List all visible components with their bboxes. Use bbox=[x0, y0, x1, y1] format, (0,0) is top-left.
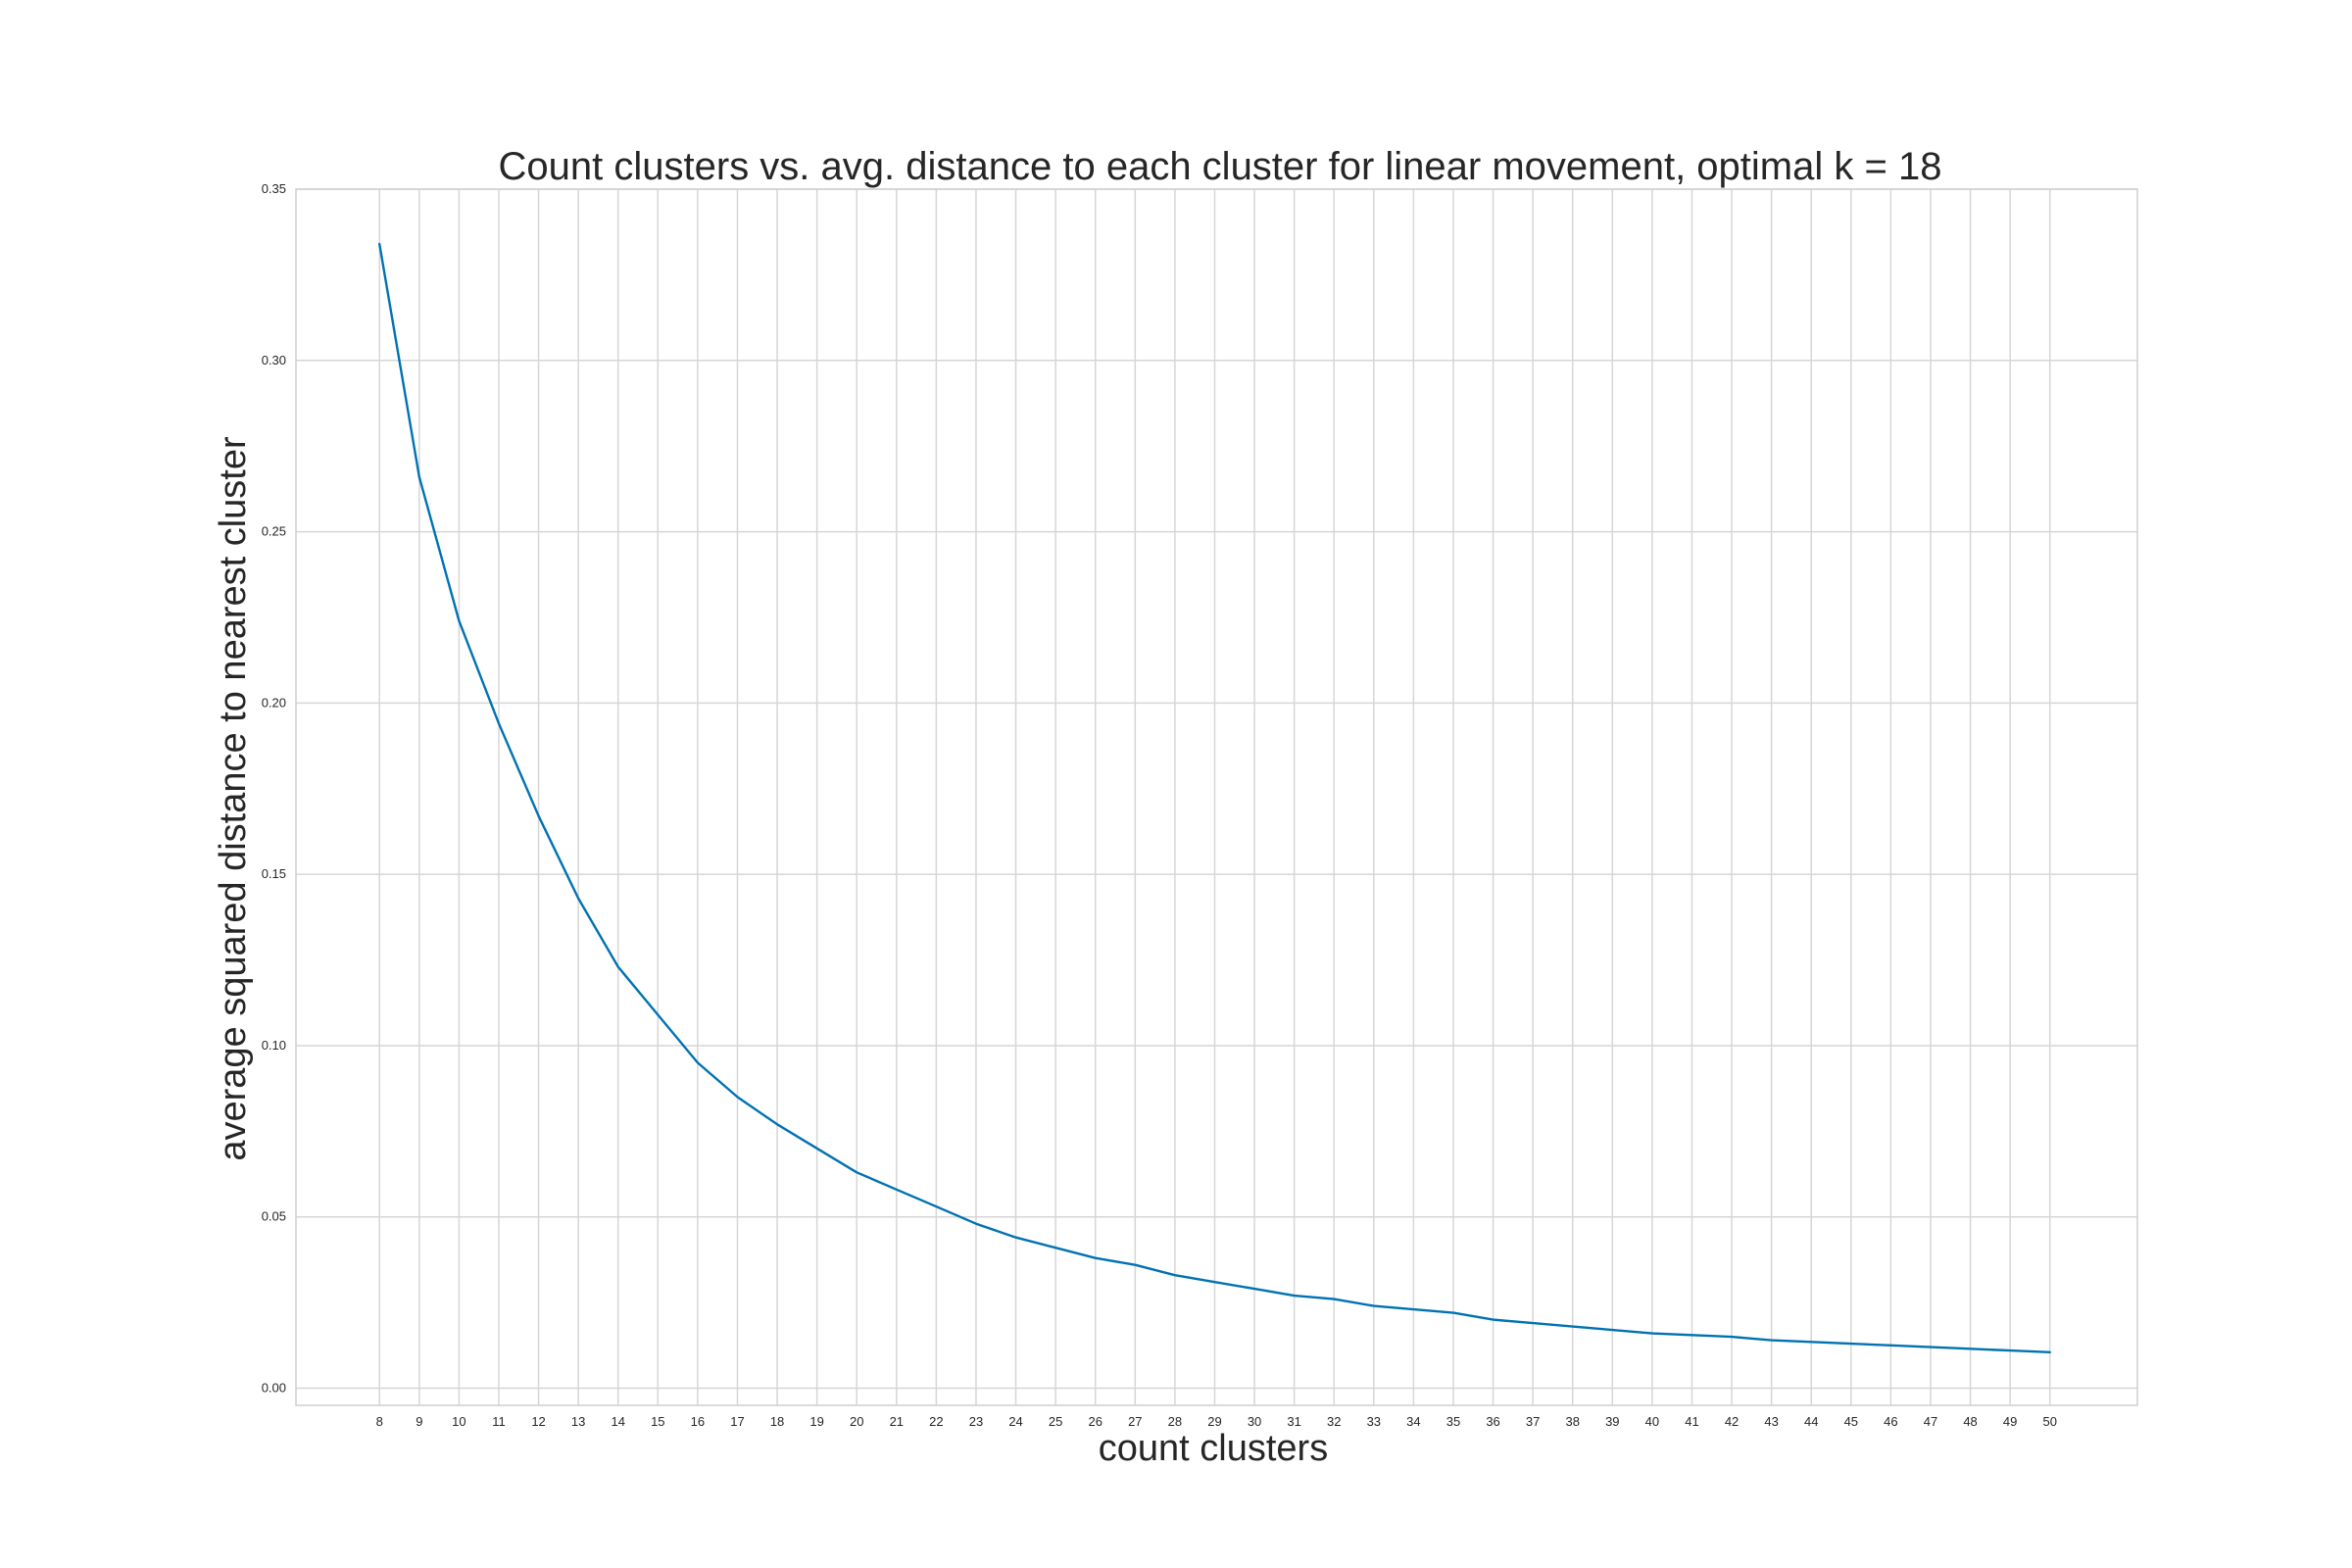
series-layer bbox=[378, 242, 2051, 1354]
x-tick-label: 12 bbox=[531, 1414, 545, 1429]
x-tick-label: 11 bbox=[492, 1414, 506, 1429]
y-tick-label: 0.35 bbox=[262, 181, 286, 196]
y-tick-label: 0.30 bbox=[262, 353, 286, 368]
x-tick-label: 45 bbox=[1844, 1414, 1858, 1429]
x-tick-label: 17 bbox=[730, 1414, 744, 1429]
x-tick-label: 29 bbox=[1207, 1414, 1221, 1429]
x-tick-label: 43 bbox=[1764, 1414, 1778, 1429]
chart-title: Count clusters vs. avg. distance to each… bbox=[499, 145, 1942, 188]
x-tick-label: 41 bbox=[1685, 1414, 1698, 1429]
x-tick-label: 48 bbox=[1963, 1414, 1977, 1429]
y-tick-label: 0.05 bbox=[262, 1209, 286, 1224]
x-tick-labels: 8 9 10 11 12 13 14 15 16 17 18 19 20 21 22 23 24 25 26 27 28… bbox=[376, 1414, 2057, 1429]
x-tick-label: 38 bbox=[1565, 1414, 1579, 1429]
x-tick-label: 28 bbox=[1168, 1414, 1182, 1429]
x-tick-label: 30 bbox=[1248, 1414, 1261, 1429]
x-tick-label: 26 bbox=[1088, 1414, 1102, 1429]
x-tick-label: 47 bbox=[1924, 1414, 1937, 1429]
x-tick-label: 37 bbox=[1526, 1414, 1540, 1429]
y-tick-label: 0.25 bbox=[262, 524, 286, 539]
x-tick-label: 33 bbox=[1367, 1414, 1381, 1429]
x-tick-label: 21 bbox=[890, 1414, 904, 1429]
x-tick-label: 10 bbox=[452, 1414, 466, 1429]
x-tick-label: 15 bbox=[651, 1414, 664, 1429]
y-tick-label: 0.15 bbox=[262, 866, 286, 881]
x-tick-label: 49 bbox=[2003, 1414, 2017, 1429]
x-tick-label: 50 bbox=[2042, 1414, 2056, 1429]
plot-frame bbox=[295, 188, 2138, 1406]
y-tick-label: 0.00 bbox=[262, 1381, 286, 1396]
x-tick-label: 24 bbox=[1008, 1414, 1022, 1429]
x-tick-label: 20 bbox=[850, 1414, 863, 1429]
x-tick-label: 8 bbox=[376, 1414, 383, 1429]
x-tick-label: 18 bbox=[770, 1414, 784, 1429]
x-tick-label: 46 bbox=[1884, 1414, 1897, 1429]
x-tick-label: 9 bbox=[416, 1414, 422, 1429]
y-tick-label: 0.10 bbox=[262, 1038, 286, 1053]
x-tick-label: 23 bbox=[969, 1414, 983, 1429]
y-tick-label: 0.20 bbox=[262, 695, 286, 710]
x-tick-label: 14 bbox=[611, 1414, 624, 1429]
y-tick-labels: 0.00 0.05 0.10 0.15 0.20 0.25 0.30 0.35 bbox=[262, 181, 286, 1396]
x-tick-label: 22 bbox=[929, 1414, 943, 1429]
x-tick-label: 31 bbox=[1287, 1414, 1300, 1429]
x-axis-label: count clusters bbox=[1099, 1428, 1328, 1469]
x-tick-label: 13 bbox=[571, 1414, 585, 1429]
x-tick-label: 39 bbox=[1605, 1414, 1619, 1429]
series-line bbox=[378, 242, 2051, 1354]
x-tick-label: 27 bbox=[1128, 1414, 1142, 1429]
x-tick-label: 35 bbox=[1446, 1414, 1460, 1429]
x-tick-label: 34 bbox=[1406, 1414, 1420, 1429]
x-tick-label: 19 bbox=[809, 1414, 823, 1429]
x-tick-label: 16 bbox=[691, 1414, 705, 1429]
x-tick-label: 36 bbox=[1486, 1414, 1499, 1429]
x-tick-label: 40 bbox=[1645, 1414, 1659, 1429]
grid-layer bbox=[296, 188, 2137, 1405]
x-tick-label: 42 bbox=[1725, 1414, 1739, 1429]
y-axis-label: average squared distance to nearest clus… bbox=[213, 436, 254, 1161]
x-tick-label: 44 bbox=[1804, 1414, 1818, 1429]
x-tick-label: 32 bbox=[1327, 1414, 1341, 1429]
x-tick-label: 25 bbox=[1049, 1414, 1062, 1429]
